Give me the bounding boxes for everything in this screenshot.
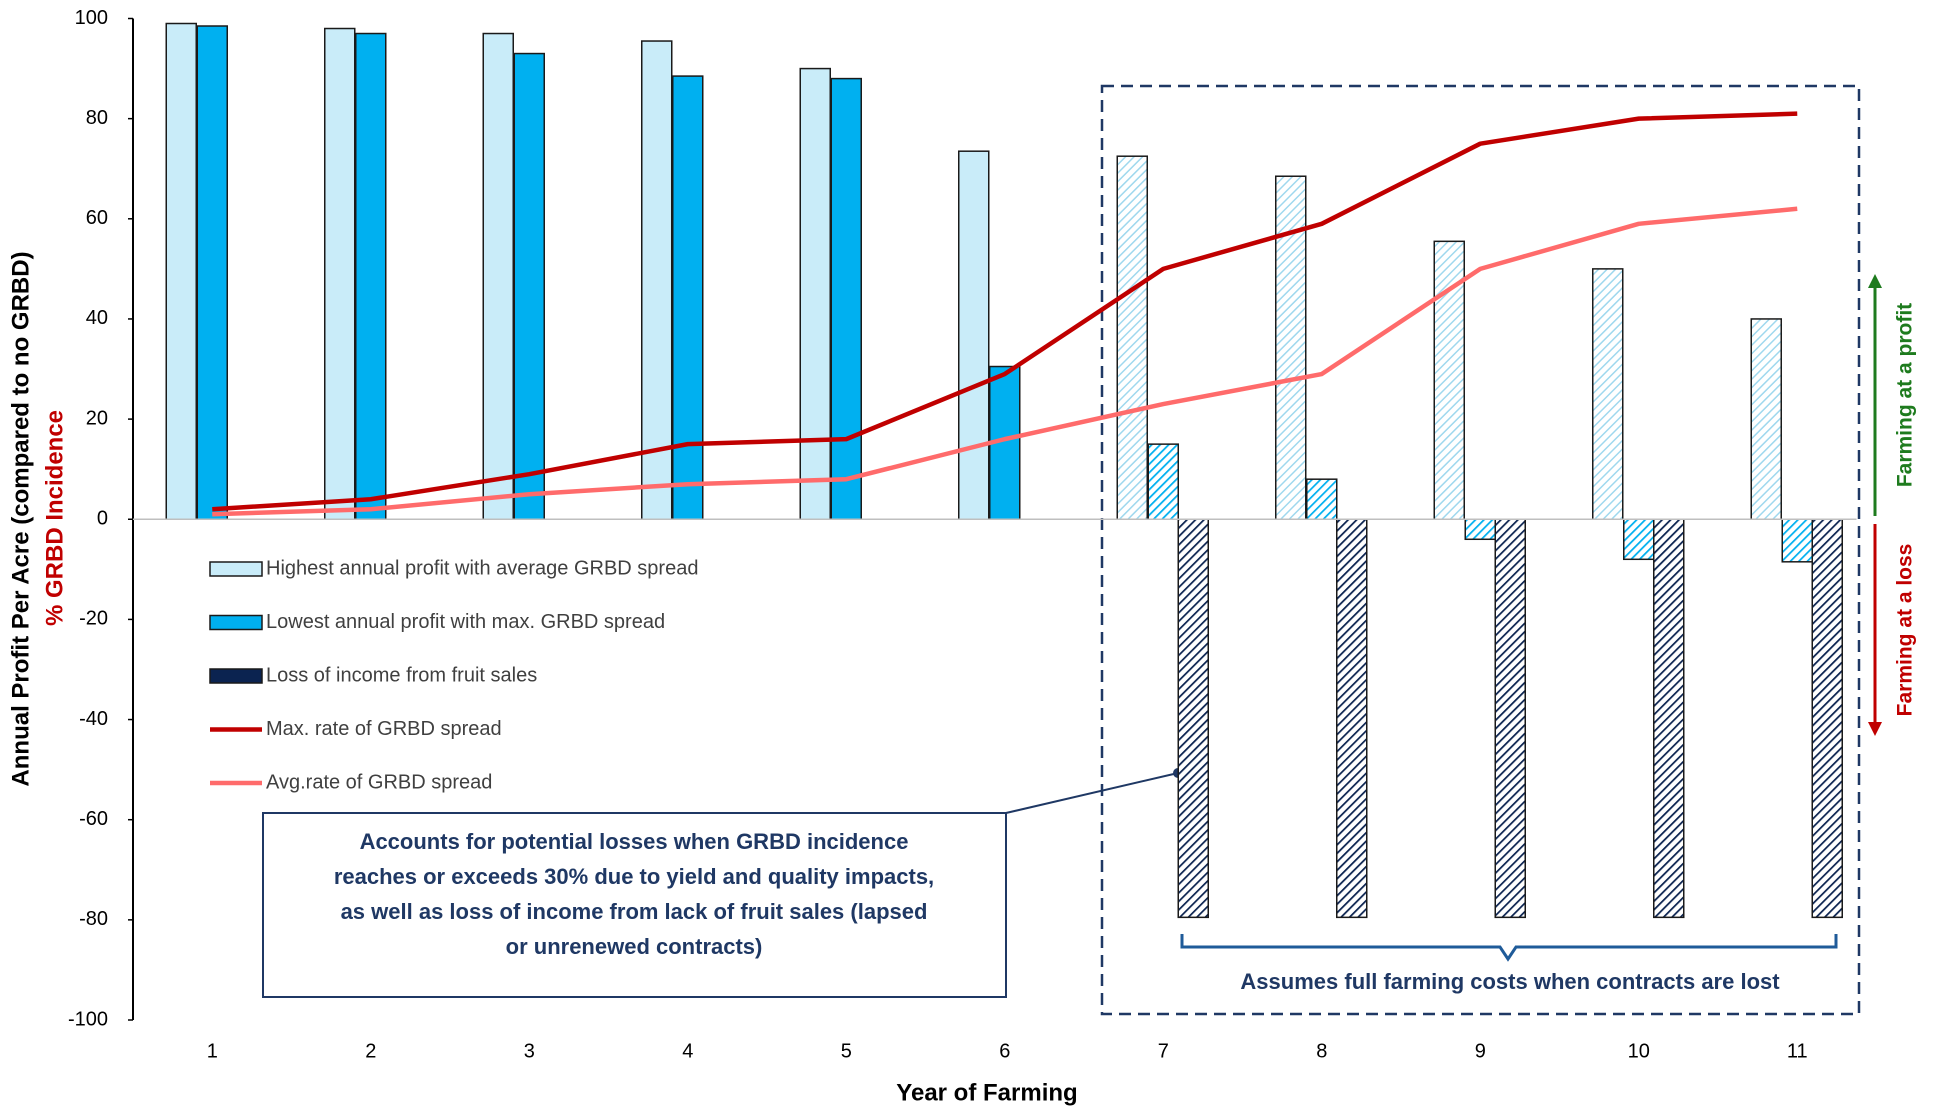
bar	[1147, 443, 1179, 521]
legend-label: Max. rate of GRBD spread	[266, 718, 502, 740]
bar	[482, 32, 514, 521]
y-tick-label: -60	[79, 808, 108, 830]
legend-swatch	[209, 561, 263, 577]
y-tick-label: -80	[79, 908, 108, 930]
bar	[513, 52, 545, 521]
bar	[1464, 518, 1496, 541]
x-tick-label: 3	[524, 1040, 535, 1062]
bar	[1494, 518, 1526, 919]
x-tick-label: 1	[207, 1040, 218, 1062]
y-tick-label: -40	[79, 708, 108, 730]
bar	[1653, 518, 1685, 919]
bar	[799, 67, 831, 520]
y-tick-label: 80	[86, 107, 108, 129]
y-axis-title: Annual Profit Per Acre (compared to no G…	[7, 251, 34, 786]
y-tick-label: 100	[75, 7, 108, 29]
y-tick-label: -20	[79, 608, 108, 630]
bar	[672, 75, 704, 521]
profit-arrowhead	[1868, 274, 1882, 288]
y-axis-title-secondary: % GRBD Incidence	[41, 410, 68, 626]
y-tick-label: 0	[97, 508, 108, 530]
note-line: or unrenewed contracts)	[506, 934, 763, 959]
side-label: Farming at a loss	[1894, 544, 1917, 717]
bar	[1811, 518, 1843, 919]
y-tick-label: -100	[68, 1008, 108, 1030]
line	[212, 206, 1798, 517]
bar	[958, 150, 990, 520]
line	[212, 111, 1798, 512]
bar	[165, 22, 197, 520]
bar	[1781, 518, 1813, 563]
loss-arrowhead	[1868, 722, 1882, 736]
side-label: Farming at a profit	[1894, 303, 1917, 487]
note-box	[262, 812, 1007, 998]
brace	[1180, 934, 1838, 962]
bar	[1116, 155, 1148, 521]
bar	[1623, 518, 1655, 561]
bar	[1336, 518, 1368, 919]
bar	[1306, 478, 1338, 521]
legend-label: Highest annual profit with average GRBD …	[266, 557, 698, 579]
region-box	[1100, 84, 1861, 1016]
x-tick-label: 7	[1158, 1040, 1169, 1062]
bar	[196, 25, 228, 520]
bar	[1177, 518, 1209, 919]
brace-note: Assumes full farming costs when contract…	[1240, 969, 1780, 994]
bar	[1592, 268, 1624, 520]
x-tick-label: 8	[1316, 1040, 1327, 1062]
y-tick-label: 60	[86, 207, 108, 229]
x-tick-label: 9	[1475, 1040, 1486, 1062]
legend-label: Lowest annual profit with max. GRBD spre…	[266, 611, 665, 633]
connector	[1005, 772, 1179, 814]
legend-label: Loss of income from fruit sales	[266, 664, 537, 686]
x-tick-label: 5	[841, 1040, 852, 1062]
note-line: Accounts for potential losses when GRBD …	[360, 829, 909, 854]
x-tick-label: 6	[999, 1040, 1010, 1062]
bar	[324, 27, 356, 520]
legend-swatch	[209, 668, 263, 684]
x-tick-label: 11	[1787, 1040, 1808, 1062]
x-tick-label: 2	[365, 1040, 376, 1062]
bar	[1750, 318, 1782, 521]
legend-swatch	[209, 614, 263, 631]
note-line: reaches or exceeds 30% due to yield and …	[334, 864, 934, 889]
y-tick-label: 40	[86, 307, 108, 329]
legend-label: Avg.rate of GRBD spread	[266, 771, 492, 793]
x-tick-label: 10	[1628, 1040, 1650, 1062]
x-tick-label: 4	[682, 1040, 693, 1062]
y-tick-label: 20	[86, 407, 108, 429]
bar	[830, 77, 862, 520]
x-axis-title: Year of Farming	[896, 1079, 1077, 1106]
bar	[355, 32, 387, 521]
note-line: as well as loss of income from lack of f…	[341, 899, 928, 924]
